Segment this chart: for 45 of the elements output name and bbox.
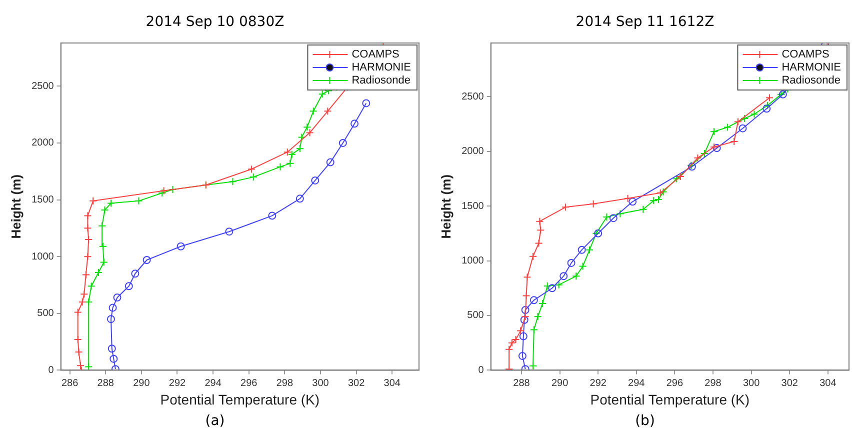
x-tick-label: 302 — [348, 378, 366, 389]
x-tick-label: 292 — [168, 378, 186, 389]
y-axis-title: Height (m) — [8, 174, 24, 239]
y-tick-label: 2500 — [32, 80, 54, 92]
y-tick-label: 2500 — [462, 91, 484, 102]
x-tick-label: 294 — [204, 378, 222, 389]
y-tick-label: 1500 — [462, 200, 484, 212]
text: (b) — [635, 413, 655, 429]
y-tick-label: 1500 — [32, 194, 54, 206]
x-tick-label: 290 — [133, 378, 150, 389]
x-tick-label: 296 — [240, 378, 258, 389]
y-tick-label: 500 — [37, 308, 54, 320]
x-axis-title: Potential Temperature (K) — [590, 391, 750, 408]
x-tick-label: 288 — [513, 378, 530, 389]
chart-title: 2014 Sep 11 1612Z — [576, 14, 714, 32]
x-tick-label: 304 — [820, 378, 837, 389]
x-tick-label: 298 — [704, 378, 722, 389]
text: (a) — [205, 413, 225, 429]
x-tick-label: 286 — [61, 378, 79, 389]
chart-title: 2014 Sep 10 0830Z — [146, 14, 284, 32]
y-axis-title: Height (m) — [438, 174, 454, 239]
y-tick-label: 2000 — [462, 146, 484, 158]
y-tick-label: 1000 — [462, 256, 484, 267]
legend-label: HARMONIE — [782, 62, 841, 74]
y-tick-label: 2000 — [32, 138, 54, 149]
y-tick-label: 0 — [48, 364, 54, 376]
legend-label: COAMPS — [782, 48, 830, 61]
x-tick-label: 294 — [628, 378, 646, 389]
legend-label: Radiosonde — [352, 74, 410, 87]
x-tick-label: 292 — [590, 378, 607, 389]
x-tick-label: 304 — [384, 378, 401, 389]
legend-label: HARMONIE — [352, 62, 411, 74]
x-tick-label: 300 — [742, 378, 760, 389]
x-tick-label: 296 — [666, 378, 684, 389]
x-tick-label: 288 — [97, 378, 114, 389]
x-tick-label: 298 — [276, 378, 294, 389]
x-axis-title: Potential Temperature (K) — [160, 391, 320, 408]
x-tick-label: 300 — [312, 378, 330, 389]
x-tick-label: 302 — [781, 378, 798, 389]
legend-label: COAMPS — [352, 48, 400, 61]
y-tick-label: 0 — [478, 364, 484, 376]
legend-label: Radiosonde — [782, 74, 840, 87]
x-tick-label: 290 — [551, 378, 569, 389]
y-tick-label: 1000 — [32, 251, 54, 262]
y-tick-label: 500 — [467, 310, 484, 322]
